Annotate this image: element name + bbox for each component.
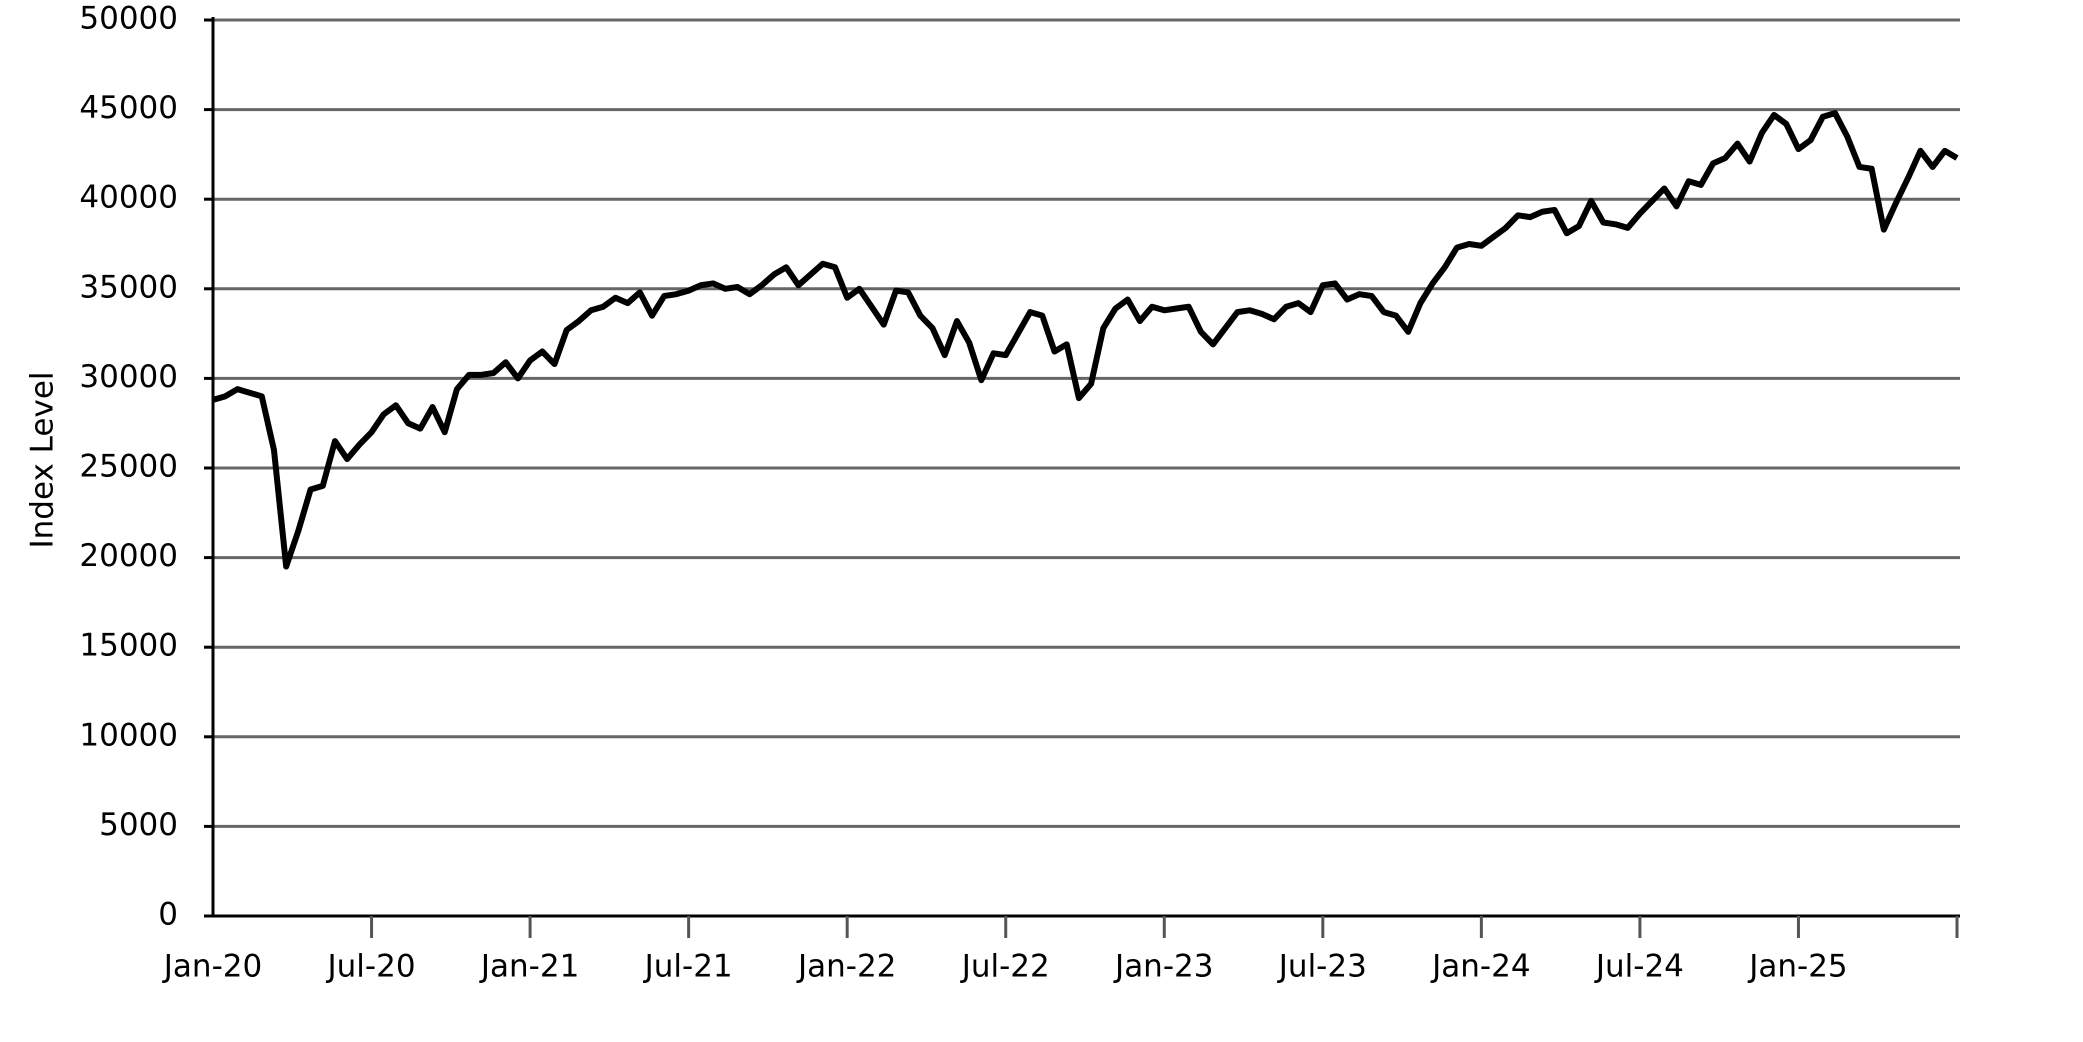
y-tick-label: 10000 — [79, 717, 178, 753]
x-tick-label: Jan-21 — [479, 949, 579, 985]
y-tick-label: 5000 — [99, 807, 178, 843]
x-tick-label: Jul-24 — [1594, 949, 1684, 985]
x-tick-label: Jan-25 — [1747, 949, 1847, 985]
x-tick-label: Jan-23 — [1113, 949, 1213, 985]
y-tick-label: 30000 — [79, 359, 178, 395]
x-tick-label: Jul-23 — [1277, 949, 1367, 985]
y-tick-label: 0 — [158, 897, 178, 933]
y-tick-label: 45000 — [79, 90, 178, 126]
y-tick-label: 40000 — [79, 180, 178, 216]
y-tick-label: 35000 — [79, 269, 178, 305]
x-tick-label: Jan-22 — [796, 949, 896, 985]
x-tick-label: Jul-20 — [326, 949, 416, 985]
x-tick-label: Jul-21 — [643, 949, 733, 985]
y-tick-label: 15000 — [79, 628, 178, 664]
x-tick-label: Jan-20 — [162, 949, 262, 985]
data-line — [212, 110, 1959, 570]
y-axis-label: Index Level — [25, 371, 61, 548]
y-tick-label: 25000 — [79, 449, 178, 485]
y-tick-label: 20000 — [79, 538, 178, 574]
y-tick-label: 50000 — [79, 1, 178, 37]
x-tick-label: Jan-24 — [1430, 949, 1530, 985]
x-tick-label: Jul-22 — [960, 949, 1050, 985]
